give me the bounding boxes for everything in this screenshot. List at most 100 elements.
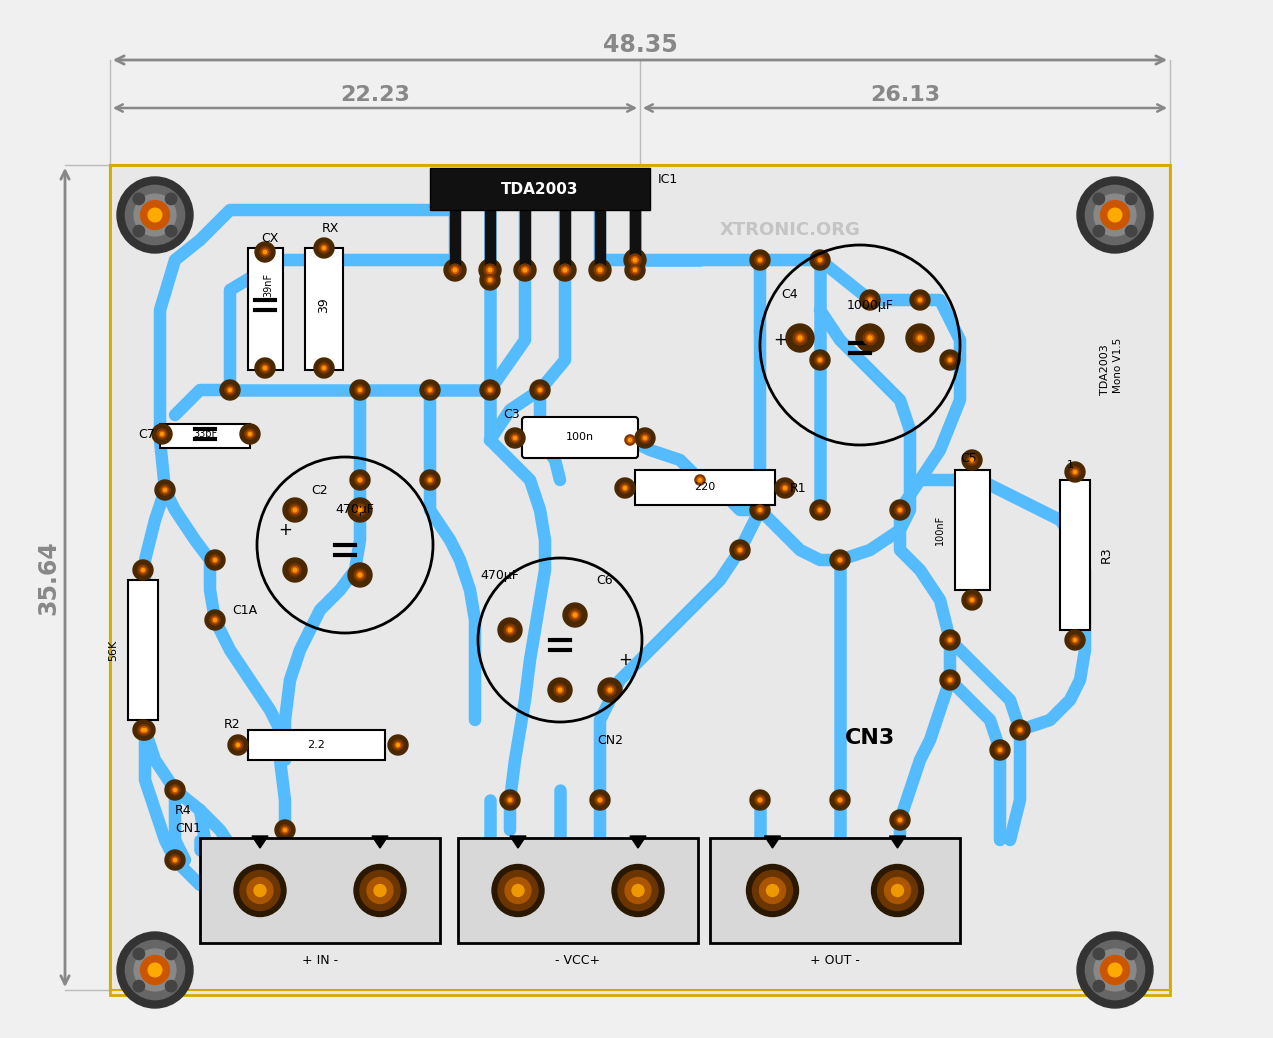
Circle shape xyxy=(210,614,220,625)
Circle shape xyxy=(948,679,951,682)
Circle shape xyxy=(642,435,648,441)
Circle shape xyxy=(939,350,960,370)
Circle shape xyxy=(228,735,248,755)
Circle shape xyxy=(1094,981,1105,992)
Circle shape xyxy=(125,186,185,245)
Text: R3: R3 xyxy=(1100,547,1113,564)
Circle shape xyxy=(939,630,960,650)
Circle shape xyxy=(594,264,606,276)
Circle shape xyxy=(137,565,148,575)
Circle shape xyxy=(750,790,770,810)
Text: C6: C6 xyxy=(597,574,614,586)
Circle shape xyxy=(132,720,153,740)
Circle shape xyxy=(634,269,636,272)
Circle shape xyxy=(262,249,269,255)
Circle shape xyxy=(280,825,290,836)
Circle shape xyxy=(947,637,953,643)
Circle shape xyxy=(612,865,665,917)
Circle shape xyxy=(755,255,765,265)
Text: R4: R4 xyxy=(174,803,192,817)
Circle shape xyxy=(915,295,925,305)
Circle shape xyxy=(555,260,575,280)
Circle shape xyxy=(264,250,266,253)
Circle shape xyxy=(289,564,300,576)
Circle shape xyxy=(589,260,610,280)
Circle shape xyxy=(1018,729,1021,732)
Circle shape xyxy=(358,573,362,577)
Circle shape xyxy=(866,334,875,342)
Text: RX: RX xyxy=(321,221,339,235)
Circle shape xyxy=(1094,194,1136,236)
Text: 22.23: 22.23 xyxy=(340,85,410,105)
Circle shape xyxy=(606,686,614,693)
Circle shape xyxy=(1066,462,1085,482)
Circle shape xyxy=(163,489,167,492)
Circle shape xyxy=(479,260,502,281)
Circle shape xyxy=(485,385,495,395)
Bar xyxy=(635,470,775,506)
Circle shape xyxy=(1094,193,1105,204)
Circle shape xyxy=(489,278,491,281)
Circle shape xyxy=(917,334,924,342)
Circle shape xyxy=(247,877,272,903)
Circle shape xyxy=(519,264,531,276)
Text: + IN -: + IN - xyxy=(302,954,339,966)
Circle shape xyxy=(1125,948,1137,959)
Circle shape xyxy=(165,225,177,237)
Circle shape xyxy=(233,740,243,750)
Circle shape xyxy=(292,507,298,514)
Circle shape xyxy=(359,479,362,482)
Circle shape xyxy=(148,963,162,977)
Bar xyxy=(519,210,530,265)
Circle shape xyxy=(785,324,813,352)
Bar xyxy=(485,210,495,265)
Circle shape xyxy=(838,557,843,563)
Circle shape xyxy=(798,336,802,340)
Circle shape xyxy=(625,877,651,903)
Circle shape xyxy=(173,789,177,792)
Circle shape xyxy=(796,334,805,342)
Circle shape xyxy=(839,798,841,801)
Circle shape xyxy=(962,450,981,470)
Circle shape xyxy=(738,548,741,551)
Circle shape xyxy=(480,270,500,290)
Text: - VCC+: - VCC+ xyxy=(555,954,601,966)
Circle shape xyxy=(783,487,787,490)
Circle shape xyxy=(967,595,978,605)
Circle shape xyxy=(213,617,218,623)
Circle shape xyxy=(967,455,978,465)
Circle shape xyxy=(140,727,146,733)
Polygon shape xyxy=(510,836,526,848)
Bar xyxy=(955,470,990,590)
Circle shape xyxy=(446,260,465,280)
Circle shape xyxy=(284,828,286,831)
Polygon shape xyxy=(372,836,388,848)
Circle shape xyxy=(507,797,513,803)
Circle shape xyxy=(793,331,807,345)
Circle shape xyxy=(775,479,796,498)
Circle shape xyxy=(538,388,541,391)
Circle shape xyxy=(746,865,798,917)
Circle shape xyxy=(547,678,572,702)
Text: +: + xyxy=(773,331,787,349)
Circle shape xyxy=(750,250,770,270)
Circle shape xyxy=(293,509,297,512)
Text: R1: R1 xyxy=(791,482,807,494)
Circle shape xyxy=(1073,638,1077,641)
Circle shape xyxy=(522,267,528,273)
Text: 100n: 100n xyxy=(566,433,594,442)
Circle shape xyxy=(359,388,362,391)
Circle shape xyxy=(514,260,536,281)
Circle shape xyxy=(640,433,651,443)
Circle shape xyxy=(500,790,519,810)
Circle shape xyxy=(559,688,561,691)
Circle shape xyxy=(757,797,763,803)
Circle shape xyxy=(354,569,365,581)
Circle shape xyxy=(289,504,300,516)
Circle shape xyxy=(1069,467,1080,477)
Circle shape xyxy=(969,457,975,463)
Circle shape xyxy=(899,509,901,512)
Circle shape xyxy=(165,948,177,959)
Circle shape xyxy=(690,470,710,490)
Circle shape xyxy=(356,477,363,483)
